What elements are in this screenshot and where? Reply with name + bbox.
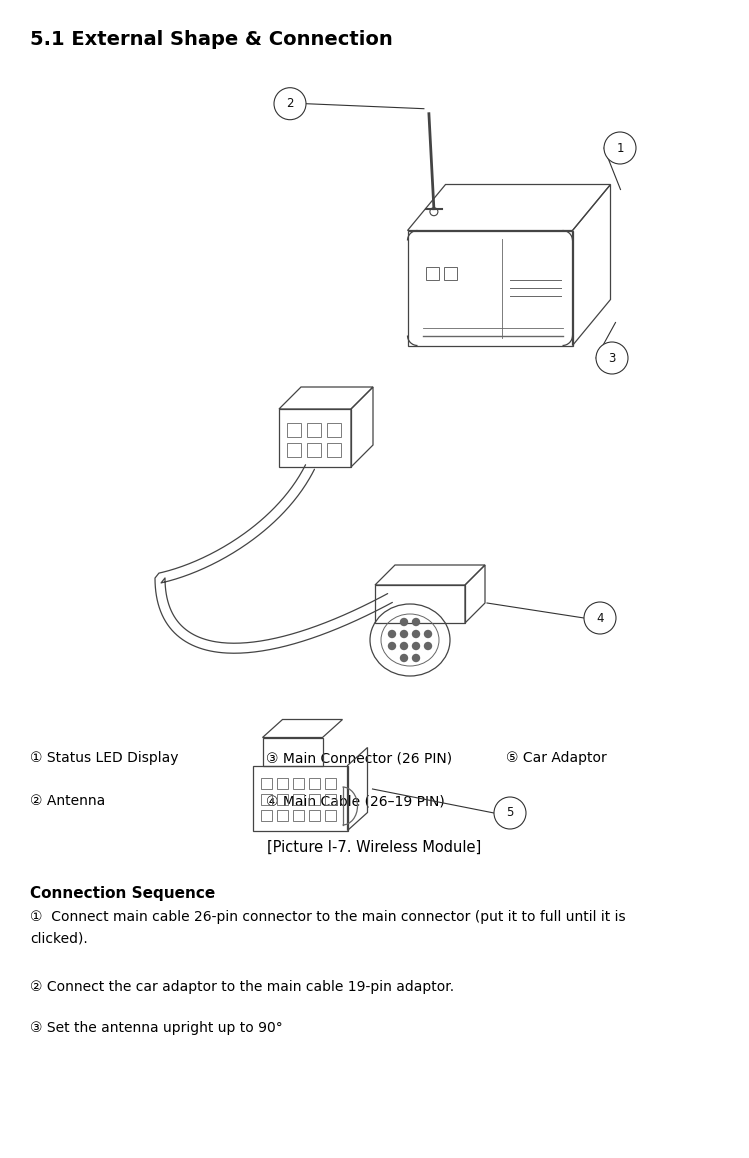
Bar [261, 793, 271, 805]
Bar [276, 777, 288, 789]
Bar [262, 738, 323, 765]
Bar [293, 777, 303, 789]
Text: 3: 3 [608, 352, 616, 365]
Bar [375, 585, 465, 623]
Circle shape [389, 643, 395, 650]
Circle shape [401, 643, 407, 650]
Circle shape [413, 630, 419, 638]
Circle shape [389, 630, 395, 638]
Text: ② Antenna: ② Antenna [30, 794, 105, 808]
Text: [Picture I-7. Wireless Module]: [Picture I-7. Wireless Module] [267, 841, 482, 855]
Text: ③ Set the antenna upright up to 90°: ③ Set the antenna upright up to 90° [30, 1021, 282, 1035]
Bar [252, 765, 348, 830]
Bar [324, 793, 336, 805]
Bar [293, 793, 303, 805]
Circle shape [425, 643, 431, 650]
Text: ① Status LED Display: ① Status LED Display [30, 752, 178, 765]
Text: 5.1 External Shape & Connection: 5.1 External Shape & Connection [30, 30, 392, 49]
Circle shape [413, 643, 419, 650]
Bar [327, 423, 341, 437]
Bar [261, 809, 271, 821]
Text: 1: 1 [616, 141, 624, 154]
Bar [261, 777, 271, 789]
Bar [309, 777, 320, 789]
Bar [307, 444, 321, 457]
Circle shape [494, 797, 526, 829]
Circle shape [413, 654, 419, 661]
Text: clicked).: clicked). [30, 931, 88, 945]
Bar [279, 409, 351, 467]
Bar [287, 423, 301, 437]
Text: Connection Sequence: Connection Sequence [30, 887, 215, 901]
Bar [276, 809, 288, 821]
Text: ⑤ Car Adaptor: ⑤ Car Adaptor [506, 752, 607, 765]
Text: ③ Main Connector (26 PIN): ③ Main Connector (26 PIN) [266, 752, 452, 765]
Circle shape [604, 132, 636, 164]
Bar [307, 423, 321, 437]
Bar [425, 267, 438, 280]
Circle shape [413, 618, 419, 625]
Circle shape [401, 654, 407, 661]
Text: ④ Main Cable (26–19 PIN): ④ Main Cable (26–19 PIN) [266, 794, 445, 808]
Text: 2: 2 [286, 97, 294, 110]
Text: 4: 4 [596, 611, 604, 624]
Bar [309, 809, 320, 821]
Bar [309, 793, 320, 805]
Bar [287, 444, 301, 457]
Bar [324, 809, 336, 821]
Circle shape [584, 602, 616, 633]
Text: ② Connect the car adaptor to the main cable 19-pin adaptor.: ② Connect the car adaptor to the main ca… [30, 980, 454, 994]
Circle shape [596, 342, 628, 374]
Bar [443, 267, 456, 280]
Text: 5: 5 [506, 806, 514, 820]
Bar [276, 793, 288, 805]
Bar [293, 809, 303, 821]
Text: ①  Connect main cable 26-pin connector to the main connector (put it to full unt: ① Connect main cable 26-pin connector to… [30, 910, 625, 924]
Circle shape [401, 630, 407, 638]
Circle shape [425, 630, 431, 638]
Bar [324, 777, 336, 789]
Circle shape [401, 618, 407, 625]
Circle shape [274, 88, 306, 119]
Bar [327, 444, 341, 457]
